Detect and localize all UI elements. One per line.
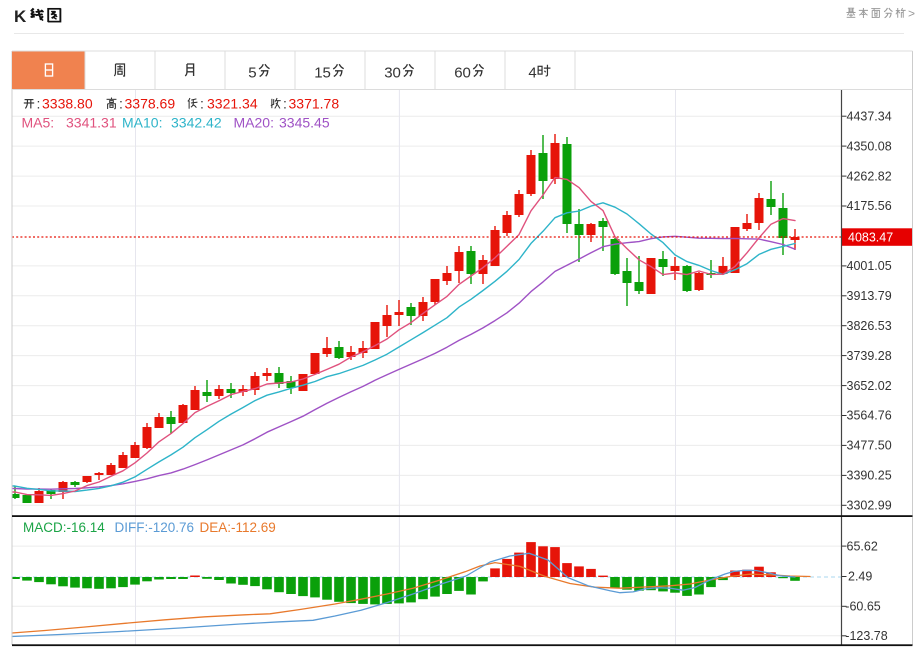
svg-text:3739.28: 3739.28 (847, 349, 892, 363)
svg-text:2.49: 2.49 (848, 570, 872, 584)
svg-text::: : (200, 96, 204, 112)
svg-text:MACD:-16.14: MACD:-16.14 (23, 520, 105, 535)
svg-text:30: 30 (384, 65, 401, 82)
svg-text:MA20:: MA20: (234, 115, 274, 131)
svg-text:K: K (14, 7, 27, 26)
svg-text:3477.50: 3477.50 (847, 439, 892, 453)
svg-text:15: 15 (314, 65, 331, 82)
svg-text:4437.34: 4437.34 (847, 109, 892, 123)
svg-text:4: 4 (528, 65, 536, 82)
svg-text:3342.42: 3342.42 (171, 115, 222, 131)
svg-text:3371.78: 3371.78 (289, 96, 340, 112)
svg-text:3913.79: 3913.79 (847, 289, 892, 303)
svg-text:3378.69: 3378.69 (125, 96, 176, 112)
svg-text::: : (37, 96, 41, 112)
svg-text:5: 5 (248, 65, 256, 82)
svg-text:3564.76: 3564.76 (847, 409, 892, 423)
svg-text:DEA:-112.69: DEA:-112.69 (200, 520, 276, 535)
svg-text:65.62: 65.62 (847, 539, 878, 553)
svg-text:4350.08: 4350.08 (847, 139, 892, 153)
svg-text:3321.34: 3321.34 (207, 96, 258, 112)
svg-text:4083.47: 4083.47 (848, 231, 893, 245)
svg-text::: : (283, 96, 287, 112)
svg-text:3341.31: 3341.31 (66, 115, 117, 131)
svg-text:3826.53: 3826.53 (847, 319, 892, 333)
svg-text:-60.65: -60.65 (845, 600, 880, 614)
svg-text:3302.99: 3302.99 (847, 499, 892, 513)
svg-text:MA5:: MA5: (22, 115, 55, 131)
svg-text:4262.82: 4262.82 (847, 169, 892, 183)
svg-text:3390.25: 3390.25 (847, 469, 892, 483)
svg-text:MA10:: MA10: (122, 115, 162, 131)
svg-text::: : (119, 96, 123, 112)
svg-text:3345.45: 3345.45 (279, 115, 330, 131)
svg-text:DIFF:-120.76: DIFF:-120.76 (115, 520, 195, 535)
svg-text:3338.80: 3338.80 (42, 96, 93, 112)
svg-text:4001.05: 4001.05 (847, 259, 892, 273)
svg-text:3652.02: 3652.02 (847, 379, 892, 393)
svg-text:4175.56: 4175.56 (847, 199, 892, 213)
svg-text:60: 60 (454, 65, 471, 82)
svg-text:>: > (908, 7, 915, 21)
svg-text:-123.78: -123.78 (845, 629, 887, 643)
